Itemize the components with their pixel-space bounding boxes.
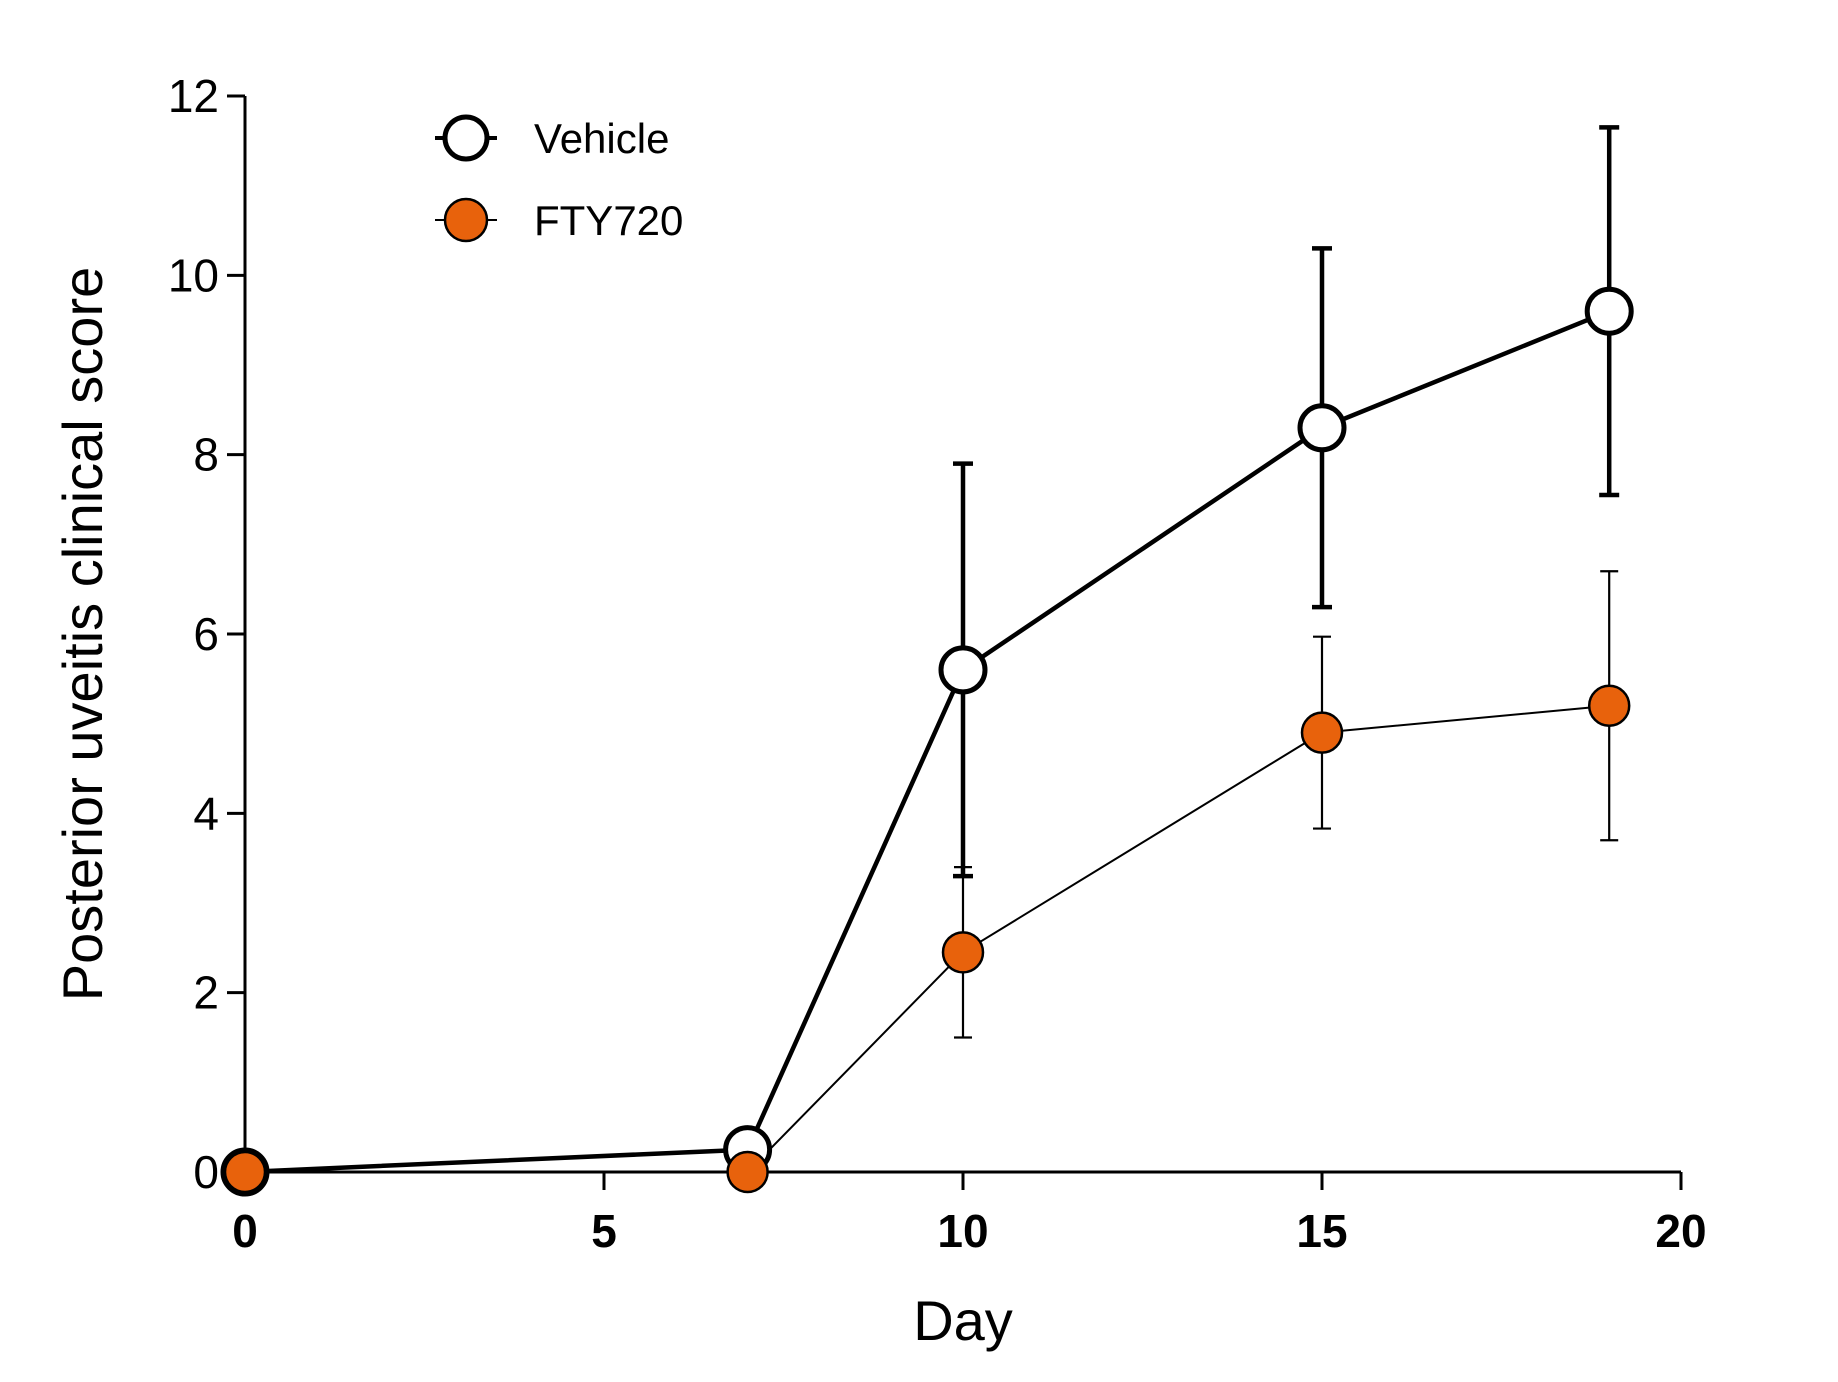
x-axis-title: Day <box>913 1289 1013 1352</box>
y-tick-label-12: 12 <box>168 70 219 122</box>
fty720-point <box>941 931 985 974</box>
legend-vehicle-marker <box>442 114 490 162</box>
y-tick-label-6: 6 <box>193 608 219 660</box>
x-tick-label-10: 10 <box>937 1205 988 1257</box>
vehicle-point <box>1584 286 1634 336</box>
y-tick-label-2: 2 <box>193 967 219 1019</box>
series-lines <box>244 309 1611 1175</box>
legend-fty720-marker <box>443 197 489 243</box>
x-tick-label-15: 15 <box>1296 1205 1347 1257</box>
x-tick-label-20: 20 <box>1655 1205 1706 1257</box>
vehicle-point <box>1297 403 1347 453</box>
x-tick-label-5: 5 <box>591 1205 617 1257</box>
legend-vehicle-label: Vehicle <box>534 115 669 162</box>
error-bars <box>953 125 1620 1039</box>
ticks: 0 2 4 6 8 10 12 0 5 10 15 20 <box>168 70 1707 1257</box>
vehicle-line <box>244 309 1611 1175</box>
legend: Vehicle FTY720 <box>435 114 683 244</box>
fty720-point <box>726 1150 769 1194</box>
legend-item-vehicle: Vehicle <box>435 114 669 162</box>
y-axis-title: Posterior uveitis clinical score <box>51 267 114 1001</box>
y-tick-label-4: 4 <box>193 787 219 839</box>
fty720-point <box>223 1150 267 1194</box>
fty720-point <box>1587 684 1631 727</box>
legend-fty720-label: FTY720 <box>534 197 683 244</box>
x-tick-label-0: 0 <box>232 1205 258 1257</box>
y-tick-label-0: 0 <box>193 1146 219 1198</box>
series-points <box>220 286 1634 1197</box>
y-tick-label-10: 10 <box>168 249 219 301</box>
vehicle-point <box>938 645 988 695</box>
y-tick-label-8: 8 <box>193 429 219 481</box>
fty720-point <box>1300 711 1344 754</box>
legend-item-fty720: FTY720 <box>435 197 683 244</box>
fty720-line <box>245 704 1610 1173</box>
